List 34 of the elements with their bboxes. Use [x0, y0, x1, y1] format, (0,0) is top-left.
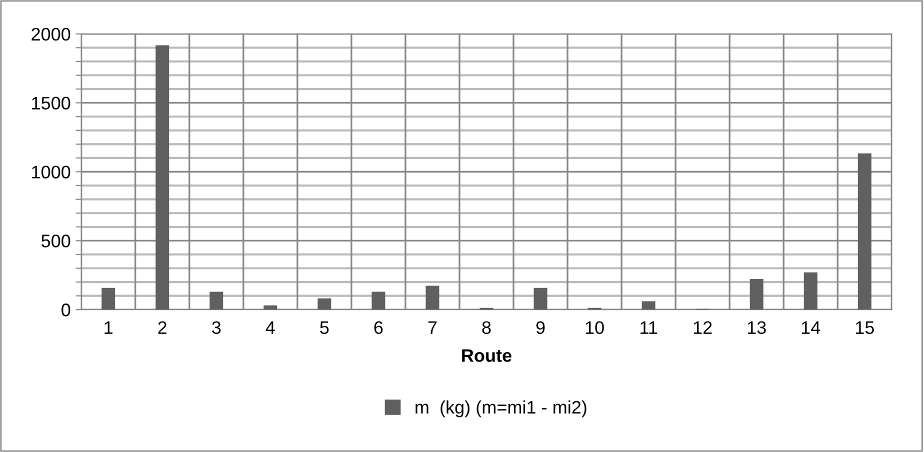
x-tick-label: 13 [748, 321, 766, 334]
x-tick-label: 15 [856, 321, 874, 334]
x-tick-label: 1 [104, 321, 112, 334]
x-tick-label: 5 [320, 321, 329, 334]
bar [642, 301, 656, 310]
bar [804, 272, 818, 310]
bar [210, 292, 224, 310]
bar [156, 45, 170, 310]
x-tick-label: 8 [482, 321, 491, 334]
bar [102, 288, 116, 310]
x-axis-title: Route [462, 349, 512, 362]
y-tick-label: 2000 [32, 28, 70, 41]
bar [264, 305, 278, 310]
bar [426, 286, 440, 310]
x-tick-label: 4 [266, 321, 275, 334]
bar [372, 292, 386, 310]
x-tick-label: 2 [158, 321, 166, 334]
x-tick-label: 3 [212, 321, 221, 334]
x-tick-label: 7 [428, 321, 437, 334]
y-tick-label: 1500 [32, 96, 70, 110]
x-tick-label: 11 [640, 321, 658, 334]
x-tick-label: 12 [694, 321, 712, 334]
y-tick-label: 500 [41, 234, 70, 248]
bar [534, 288, 548, 310]
y-tick-label: 1000 [32, 166, 70, 178]
legend-label: m (kg) (m=mi1 - mi2) [416, 400, 586, 418]
bar [318, 298, 332, 310]
x-tick-label: 6 [374, 321, 383, 334]
x-tick-label: 14 [802, 321, 820, 334]
bar [858, 153, 872, 310]
x-tick-label: 10 [586, 321, 604, 334]
bar [750, 279, 764, 310]
x-tick-label: 9 [536, 321, 545, 334]
y-tick-label: 0 [62, 304, 70, 316]
